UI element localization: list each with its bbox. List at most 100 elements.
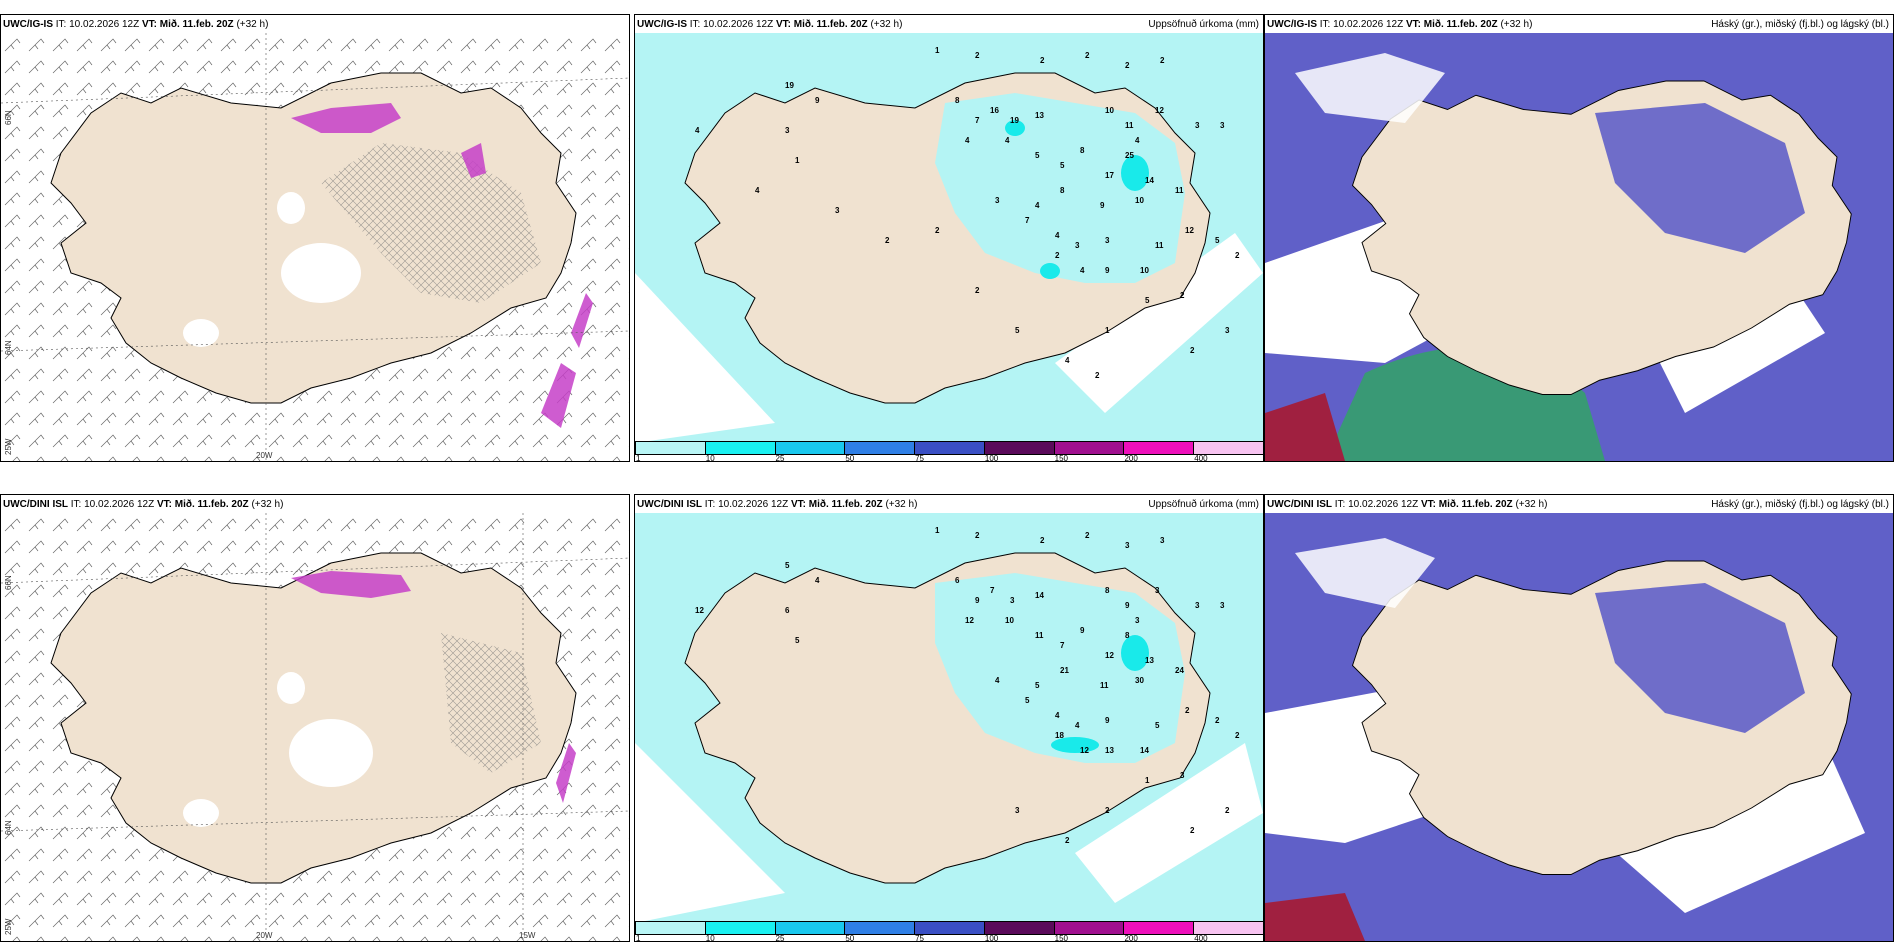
lon-label-15: 15W (519, 931, 536, 940)
precip-value-label: 18 (1055, 731, 1064, 740)
precip-value-label: 9 (1100, 201, 1105, 210)
panel-precip-dini: UWC/DINI ISL IT: 10.02.2026 12Z VT: Mið.… (634, 494, 1264, 942)
precip-value-label: 12 (1105, 651, 1114, 660)
precip-value-label: 4 (695, 126, 700, 135)
precip-value-label: 1 (1105, 326, 1110, 335)
colorbar-swatch (1123, 921, 1195, 935)
precip-value-label: 14 (1035, 591, 1044, 600)
precip-value-label: 3 (1105, 236, 1110, 245)
panel-clouds-dini: UWC/DINI ISL IT: 10.02.2026 12Z VT: Mið.… (1264, 494, 1894, 942)
panel-subtitle: Háský (gr.), miðský (fj.bl.) og lágský (… (1711, 499, 1889, 510)
precip-value-label: 2 (1085, 531, 1090, 540)
precip-value-label: 1 (935, 46, 940, 55)
colorbar-label: 25 (775, 934, 785, 942)
map-clouds[interactable] (1265, 513, 1893, 941)
colorbar-swatch (1193, 921, 1263, 935)
precip-value-label: 11 (1100, 681, 1109, 690)
map-precip[interactable]: 1 2 2 2 2 2 19 9 3 4 1 8 7 16 19 13 10 11 12 3 3 4 4 5 8 5 4 25 14 17… (635, 33, 1263, 443)
precip-value-label: 3 (1155, 586, 1160, 595)
colorbar-swatch (914, 441, 985, 455)
precip-value-label: 4 (755, 186, 760, 195)
colorbar-label: 100 (984, 934, 999, 942)
lon-label-20: 20W (256, 931, 273, 940)
lat-label-66: 66N (4, 110, 13, 125)
precip-value-label: 7 (990, 586, 995, 595)
precip-value-label: 19 (1010, 116, 1019, 125)
colorbar-swatch (704, 921, 776, 935)
panel-header: UWC/IG-IS IT: 10.02.2026 12Z VT: Mið. 11… (637, 17, 1261, 33)
map-wind-barbs[interactable] (1, 33, 629, 461)
precip-value-label: 11 (1155, 241, 1164, 250)
map-clouds[interactable] (1265, 33, 1893, 461)
precip-value-label: 2 (975, 51, 980, 60)
precip-value-label: 2 (1235, 251, 1240, 260)
precip-value-label: 3 (1075, 241, 1080, 250)
precip-value-label: 4 (1055, 231, 1060, 240)
precip-value-label: 2 (975, 286, 980, 295)
panel-header: UWC/IG-IS IT: 10.02.2026 12Z VT: Mið. 11… (1267, 17, 1891, 33)
precip-value-label: 3 (1010, 596, 1015, 605)
colorbar-label: 10 (705, 454, 715, 462)
colorbar-swatch (914, 921, 985, 935)
precip-value-label: 12 (1185, 226, 1194, 235)
lat-label-64: 64N (4, 820, 13, 835)
colorbar-swatch (983, 441, 1055, 455)
iceland-map-svg (1, 33, 629, 461)
colorbar-swatch (704, 441, 776, 455)
precip-value-label: 5 (1025, 696, 1030, 705)
precip-value-label: 7 (975, 116, 980, 125)
colorbar-label: 75 (915, 934, 925, 942)
colorbar-label: 50 (845, 934, 855, 942)
map-precip[interactable]: 1 2 2 2 3 3 5 4 6 12 5 6 9 7 3 14 8 9 3 3 3 12 10 11 9 7 3 8 13 12 24 3… (635, 513, 1263, 923)
colorbar-precip: 1 10 25 50 75 100 150 200 400 (635, 921, 1263, 941)
precip-value-label: 24 (1175, 666, 1184, 675)
precip-value-label: 5 (1015, 326, 1020, 335)
map-wind-barbs[interactable] (1, 513, 629, 941)
colorbar-precip: 1 10 25 50 75 100 150 200 400 (635, 441, 1263, 461)
precip-value-label: 8 (1125, 631, 1130, 640)
precip-value-label: 13 (1145, 656, 1154, 665)
precip-value-label: 9 (1105, 716, 1110, 725)
colorbar-label: 100 (984, 454, 999, 462)
precip-value-label: 4 (1055, 711, 1060, 720)
precip-value-label: 5 (1060, 161, 1065, 170)
precip-value-label: 7 (1025, 216, 1030, 225)
lat-label-64: 64N (4, 340, 13, 355)
precip-value-label: 9 (1080, 626, 1085, 635)
precip-value-label: 3 (1195, 121, 1200, 130)
precip-value-label: 10 (1005, 616, 1014, 625)
precip-value-label: 2 (1190, 826, 1195, 835)
colorbar-swatch (844, 441, 916, 455)
precip-value-label: 2 (1105, 806, 1110, 815)
precip-value-label: 4 (1080, 266, 1085, 275)
precip-value-label: 11 (1175, 186, 1184, 195)
precip-value-label: 3 (1135, 616, 1140, 625)
precip-value-label: 4 (1135, 136, 1140, 145)
precip-value-label: 2 (1180, 291, 1185, 300)
colorbar-label: 50 (845, 454, 855, 462)
precip-value-label: 11 (1125, 121, 1134, 130)
precip-value-label: 3 (1220, 121, 1225, 130)
precip-value-label: 5 (795, 636, 800, 645)
colorbar-label: 200 (1124, 934, 1138, 942)
precip-value-label: 13 (1105, 746, 1114, 755)
colorbar-label: 150 (1054, 934, 1069, 942)
precip-value-label: 3 (1160, 536, 1165, 545)
colorbar-label: 150 (1054, 454, 1069, 462)
precip-value-label: 3 (1125, 541, 1130, 550)
iceland-map-svg (1, 513, 629, 941)
lon-label-25: 25W (4, 918, 13, 935)
precip-value-label: 3 (835, 206, 840, 215)
precip-value-label: 17 (1105, 171, 1114, 180)
colorbar-label: 400 (1194, 934, 1208, 942)
precip-value-label: 5 (1155, 721, 1160, 730)
precip-value-label: 4 (1005, 136, 1010, 145)
lat-label-66: 66N (4, 575, 13, 590)
clouds-map-svg (1265, 33, 1893, 461)
precip-value-label: 2 (1185, 706, 1190, 715)
precip-value-label: 9 (1125, 601, 1130, 610)
precip-value-label: 8 (1105, 586, 1110, 595)
precip-value-label: 3 (1015, 806, 1020, 815)
